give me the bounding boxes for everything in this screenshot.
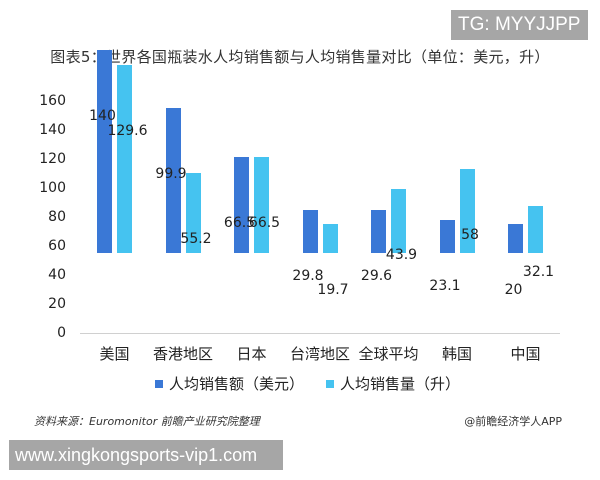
value-label: 32.1 <box>522 264 555 281</box>
value-label: 43.9 <box>385 247 418 264</box>
value-label: 129.6 <box>107 123 148 140</box>
value-label: 58 <box>461 226 479 243</box>
tg-badge: TG: MYYJJPP <box>451 10 588 40</box>
value-label: 99.9 <box>155 166 187 183</box>
x-category-label: 中国 <box>510 345 541 363</box>
y-tick-label: 160 <box>39 93 66 109</box>
url-banner: www.xingkongsports-vip1.com <box>9 440 283 470</box>
y-tick-label: 60 <box>48 238 66 254</box>
legend-label: 人均销售量（升） <box>340 375 461 393</box>
x-category-label: 日本 <box>236 345 267 363</box>
y-tick-label: 100 <box>39 180 66 196</box>
y-tick-label: 120 <box>39 151 66 167</box>
source-note: 资料来源：Euromonitor 前瞻产业研究院整理 <box>34 415 260 428</box>
value-label: 29.8 <box>292 267 324 284</box>
x-category-label: 全球平均 <box>358 345 419 363</box>
bar-sales-volume <box>391 189 406 253</box>
bar-sales-volume <box>117 65 132 253</box>
bar-sales-amount <box>234 156 249 253</box>
bar-sales-volume <box>459 168 475 253</box>
y-tick-label: 40 <box>48 267 66 283</box>
y-tick-label: 80 <box>48 209 66 225</box>
credit-note: @前瞻经济学人APP <box>464 415 562 428</box>
x-axis-line <box>80 333 560 334</box>
value-label: 55.2 <box>180 230 212 247</box>
chart-title: 图表5：世界各国瓶装水人均销售额与人均销售量对比（单位：美元，升） <box>50 48 550 66</box>
bar-sales-amount <box>302 209 318 253</box>
bar-sales-amount <box>97 50 112 253</box>
value-label: 66.5 <box>248 214 281 231</box>
legend-item-sales-amount: 人均销售额（美元） <box>155 373 304 394</box>
bar-sales-volume <box>185 172 201 253</box>
value-label: 19.7 <box>317 282 349 299</box>
value-label: 29.6 <box>360 268 393 285</box>
legend-item-sales-volume: 人均销售量（升） <box>326 373 460 394</box>
x-category-label: 台湾地区 <box>289 345 351 363</box>
value-label: 20 <box>504 282 523 298</box>
value-label: 66.5 <box>223 214 256 231</box>
bar-sales-amount <box>165 108 181 253</box>
bar-sales-amount <box>371 210 386 253</box>
legend-swatch-dark-blue <box>155 379 163 388</box>
value-label: 23.1 <box>429 277 461 294</box>
x-category-label: 美国 <box>99 345 130 363</box>
x-category-label: 韩国 <box>441 345 473 363</box>
legend-swatch-light-blue <box>326 379 334 388</box>
bar-sales-volume <box>528 206 543 253</box>
bar-sales-volume <box>254 156 269 253</box>
bar-sales-amount <box>508 224 523 253</box>
bar-sales-volume <box>322 224 338 253</box>
legend-label: 人均销售额（美元） <box>169 375 305 393</box>
x-category-label: 香港地区 <box>152 345 214 363</box>
y-tick-label: 140 <box>39 122 66 138</box>
value-label: 140 <box>89 108 116 124</box>
y-tick-label: 0 <box>57 325 66 341</box>
y-tick-label: 20 <box>48 296 66 312</box>
bar-sales-amount <box>439 219 455 253</box>
bar-chart: 0 20 40 60 80 100 120 140 160 140 129.6 美国 99.9 55.2 香… <box>39 50 560 363</box>
